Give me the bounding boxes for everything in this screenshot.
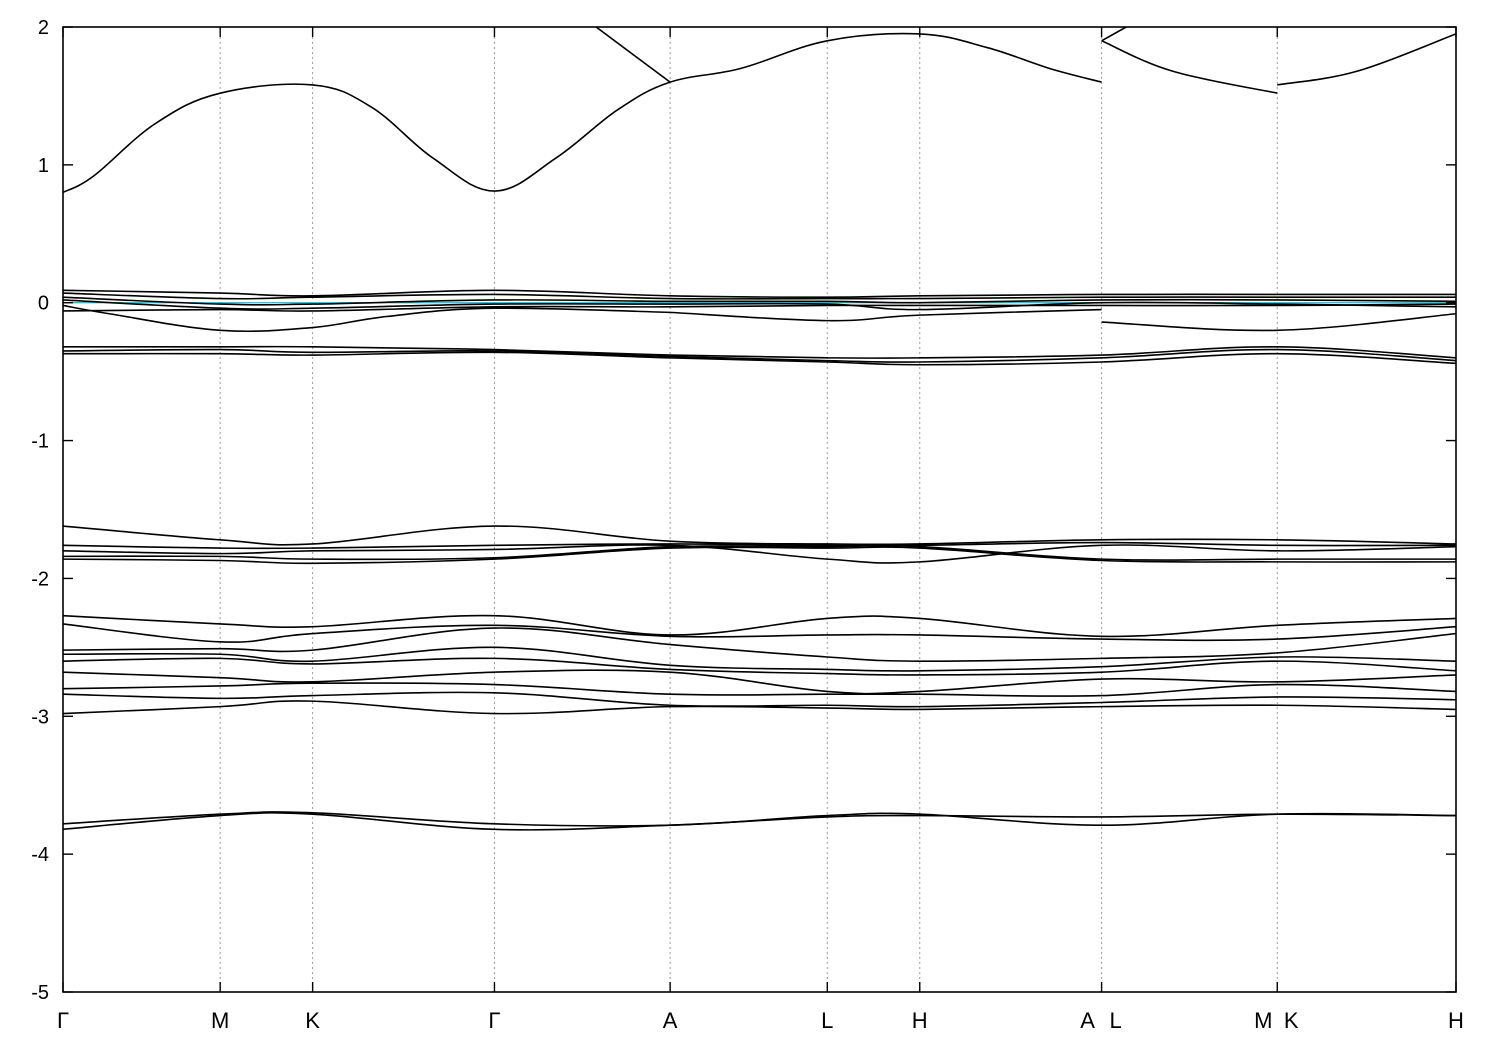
band-line [1277,33,1457,86]
band-line [63,345,1457,360]
y-tick-label: -1 [31,431,49,453]
band-line [62,614,1457,638]
band-line [1101,312,1457,332]
band-line [62,682,1457,697]
kpoint-label: A [1080,1008,1095,1033]
band-line [62,691,1457,708]
y-tick-label: -2 [31,568,49,590]
band-line [62,348,1457,363]
band-line [670,308,1102,322]
band-line [62,541,1457,550]
kpoint-label: A [663,1008,678,1033]
band-line [62,351,1457,366]
y-tick-label: -5 [31,982,49,1004]
band-line [62,32,1102,194]
kpoint-label: K [1284,1008,1299,1033]
plot-frame [62,26,1457,993]
band-line [62,289,1456,299]
kpoint-label: K [305,1008,320,1033]
axis-ticks [62,26,1457,993]
kpoint-label: H [912,1008,928,1033]
band-line [62,669,1457,695]
kpoint-label: L [1109,1008,1121,1033]
band-line [62,623,1457,643]
band-line [1101,40,1278,94]
band-line [62,525,1457,546]
band-line [62,544,1457,564]
band-line [595,26,671,83]
band-line [62,657,1457,676]
y-tick-label: 1 [38,155,49,177]
band-line [62,304,671,333]
y-tick-label: 0 [38,293,49,315]
band-line [62,296,1457,306]
band-line [1101,26,1127,42]
band-line [62,811,1457,831]
band-line [62,646,1457,672]
kpoint-label: Γ [57,1008,69,1033]
bands [62,26,1457,831]
grid-lines [219,27,1278,992]
y-tick-label: 2 [38,17,49,39]
band-line [62,292,1456,300]
y-tick-label: -3 [31,706,49,728]
band-line [62,544,1456,561]
band-line [62,546,1457,565]
kpoint-label: M [211,1008,229,1033]
band-line [62,303,1457,312]
kpoint-label: Γ [488,1008,500,1033]
y-tick-label: -4 [31,844,49,866]
band-line [62,299,1457,311]
kpoint-label: M [1254,1008,1272,1033]
band-line [62,700,1457,715]
band-line [62,627,1457,662]
kpoint-label: H [1448,1008,1464,1033]
kpoint-label: L [821,1008,833,1033]
